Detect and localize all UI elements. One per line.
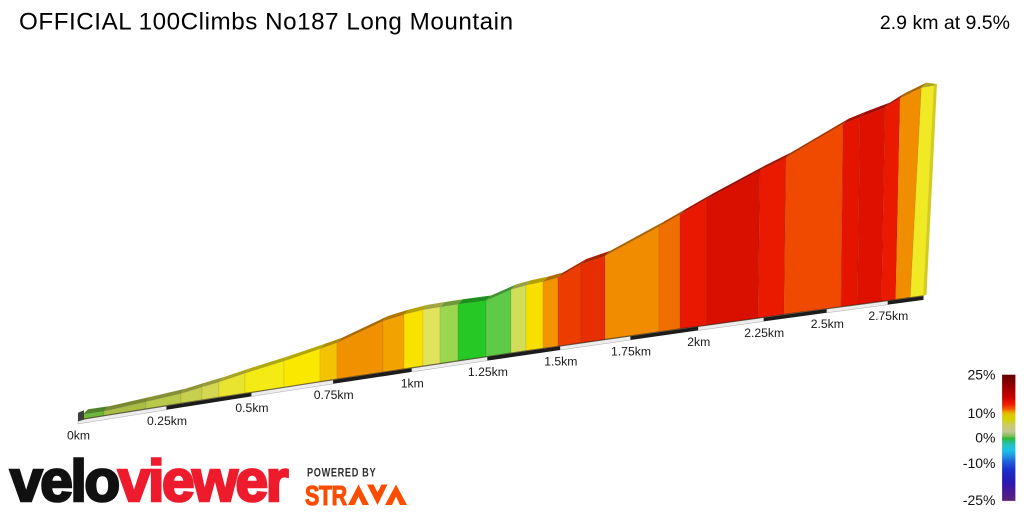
svg-text:0km: 0km	[67, 428, 90, 442]
svg-text:veloviewer: veloviewer	[10, 449, 288, 512]
svg-text:STR: STR	[305, 482, 347, 512]
svg-text:0.5km: 0.5km	[235, 401, 268, 415]
svg-text:0.25km: 0.25km	[147, 414, 187, 428]
svg-text:2.5km: 2.5km	[811, 317, 844, 331]
svg-text:1.25km: 1.25km	[468, 365, 508, 379]
svg-text:2.25km: 2.25km	[744, 326, 784, 340]
svg-text:2.75km: 2.75km	[868, 309, 908, 323]
svg-text:0%: 0%	[975, 430, 995, 446]
svg-text:-25%: -25%	[963, 492, 996, 508]
svg-text:2km: 2km	[687, 335, 710, 349]
svg-text:OFFICIAL 100Climbs No187 Long: OFFICIAL 100Climbs No187 Long Mountain	[19, 9, 514, 36]
svg-text:1.5km: 1.5km	[544, 355, 577, 369]
svg-text:-10%: -10%	[963, 455, 996, 471]
svg-text:25%: 25%	[967, 367, 995, 383]
svg-text:POWERED BY: POWERED BY	[307, 468, 376, 480]
svg-text:1.75km: 1.75km	[611, 344, 651, 358]
svg-text:1km: 1km	[401, 376, 424, 390]
svg-text:0.75km: 0.75km	[314, 388, 354, 402]
svg-text:2.9 km at 9.5%: 2.9 km at 9.5%	[880, 12, 1010, 34]
svg-text:10%: 10%	[967, 405, 995, 421]
